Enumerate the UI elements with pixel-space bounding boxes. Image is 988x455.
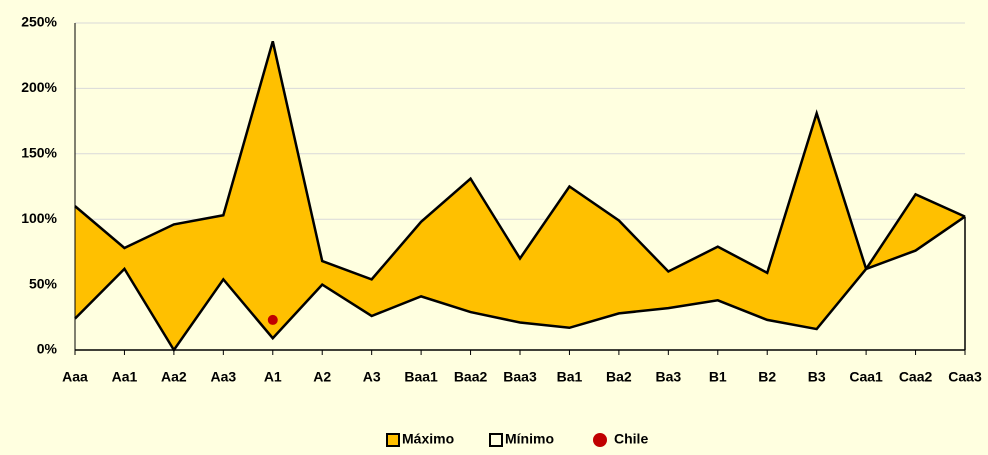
area-line [74, 215, 966, 353]
x-tick-label: B1 [709, 369, 727, 385]
x-tick-label: Ba1 [557, 369, 583, 385]
area [75, 41, 965, 350]
y-tick-label: 0% [37, 341, 58, 357]
x-tick-label: A3 [363, 369, 381, 385]
x-tick-label: B2 [758, 369, 776, 385]
y-tick-label: 100% [21, 210, 57, 226]
y-tick-label: 50% [29, 275, 58, 291]
x-tick-label: Caa3 [948, 369, 982, 385]
x-tick-label: Ba2 [606, 369, 632, 385]
legend-label: Mínimo [505, 431, 554, 447]
y-tick-label: 250% [21, 14, 57, 30]
legend-label: Chile [614, 431, 648, 447]
legend-marker [593, 433, 607, 447]
x-tick-label: Caa2 [899, 369, 933, 385]
x-tick-label: A1 [264, 369, 282, 385]
x-tick-label: Baa3 [503, 369, 537, 385]
x-tick-label: A2 [313, 369, 331, 385]
legend-marker [489, 433, 503, 447]
x-tick-label: Ba3 [655, 369, 681, 385]
legend-marker [386, 433, 400, 447]
x-tick-label: Aa2 [161, 369, 187, 385]
x-tick-label: Aa3 [210, 369, 236, 385]
y-tick-label: 150% [21, 145, 57, 161]
x-tick-label: Aa1 [112, 369, 138, 385]
x-tick-label: Aaa [62, 369, 88, 385]
y-tick-label: 200% [21, 79, 57, 95]
x-tick-label: B3 [808, 369, 826, 385]
point [267, 314, 278, 325]
area [75, 216, 965, 350]
area-line [74, 40, 966, 281]
x-tick-label: Baa2 [454, 369, 488, 385]
x-tick-label: Caa1 [849, 369, 883, 385]
x-tick-label: Baa1 [404, 369, 438, 385]
legend-label: Máximo [402, 431, 454, 447]
